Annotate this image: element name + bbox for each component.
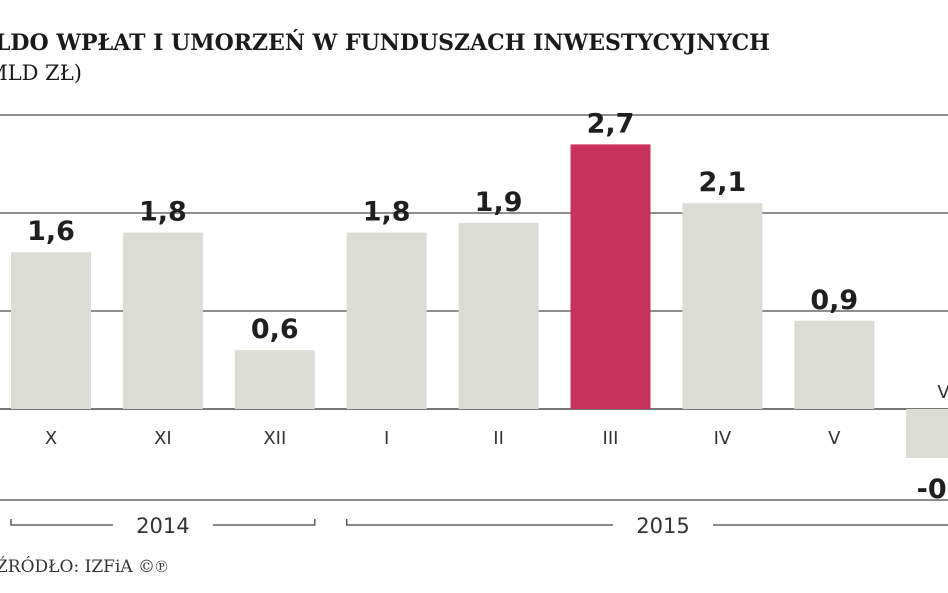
- x-tick-label: IV: [714, 428, 732, 449]
- data-label: 0,9: [810, 285, 858, 316]
- data-label: 2,1: [698, 167, 746, 198]
- x-tick-label: XII: [263, 428, 286, 449]
- chart-title: SALDO WPŁAT I UMORZEŃ W FUNDUSZACH INWES…: [0, 29, 770, 56]
- data-label: 1,9: [475, 187, 523, 218]
- bar: [458, 222, 539, 409]
- chart-subtitle: (MLD ZŁ): [0, 61, 82, 85]
- data-label: 0,6: [251, 314, 299, 345]
- bar: [122, 232, 203, 409]
- year-bracket-left: [10, 519, 113, 526]
- x-tick-label: VI: [937, 382, 948, 403]
- x-tick-label: XI: [154, 428, 172, 449]
- x-tick-label: III: [603, 428, 619, 449]
- year-label: 2015: [636, 514, 689, 538]
- data-label: 1,6: [27, 216, 75, 247]
- bar: [570, 144, 651, 409]
- bar: [11, 252, 91, 409]
- year-label: 2014: [136, 514, 189, 538]
- source-note: ŹRÓDŁO: IZFiA ©℗: [0, 556, 168, 577]
- data-label: 1,8: [139, 197, 187, 228]
- data-label: -0,5: [917, 474, 948, 505]
- bar: [906, 409, 948, 458]
- x-tick-label: X: [45, 428, 57, 449]
- year-bracket-right: [212, 519, 316, 526]
- data-label: 1,8: [363, 197, 411, 228]
- year-bracket-left: [346, 519, 613, 526]
- bar: [682, 203, 763, 409]
- data-label: 2,7: [587, 108, 635, 139]
- x-tick-label: II: [493, 428, 504, 449]
- x-tick-label: I: [384, 428, 389, 449]
- x-tick-label: V: [828, 428, 841, 449]
- bar: [346, 232, 427, 409]
- bar: [234, 350, 315, 409]
- bar: [794, 320, 875, 409]
